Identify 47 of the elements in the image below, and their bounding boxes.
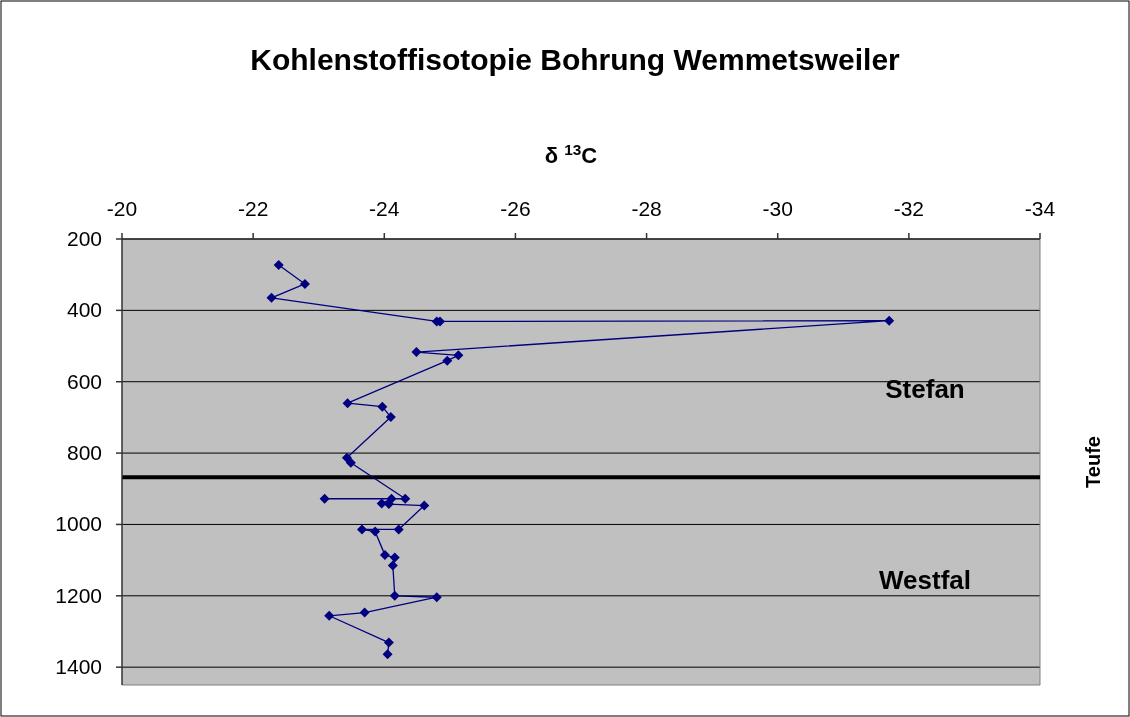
y-tick-label: 1400: [55, 655, 102, 679]
x-tick-label: -22: [237, 197, 269, 220]
point: [411, 347, 422, 358]
y-axis-title: Teufe: [1082, 436, 1104, 488]
point: [273, 260, 284, 271]
point: [370, 526, 381, 537]
point: [324, 610, 335, 621]
x-tick-label: -20: [106, 197, 138, 220]
y-tick-label: 1200: [55, 583, 102, 607]
annotation: Stefan: [885, 374, 965, 405]
point: [389, 590, 400, 601]
x-tick-label: -34: [1024, 197, 1056, 220]
point: [345, 457, 356, 468]
x-tick-label: -30: [762, 197, 793, 220]
point: [382, 649, 393, 660]
x-axis-title: δ $^{13}$C: [544, 140, 598, 168]
point: [419, 500, 430, 511]
y-tick-label: 1000: [55, 512, 102, 536]
point: [377, 401, 388, 412]
y-tick-label: 600: [66, 369, 102, 393]
point: [884, 315, 895, 326]
point: [342, 398, 353, 409]
point: [299, 278, 310, 289]
x-tick-label: -26: [500, 197, 531, 220]
x-tick-label: -28: [631, 197, 662, 220]
point: [393, 524, 404, 535]
x-tick-label: -32: [893, 197, 925, 220]
x-tick-label: -24: [369, 197, 400, 220]
point: [356, 524, 367, 535]
point: [453, 350, 464, 361]
point: [319, 493, 330, 504]
y-tick-label: 800: [66, 441, 102, 465]
point: [383, 637, 394, 648]
y-tick-label: 200: [66, 227, 102, 250]
point: [266, 292, 277, 303]
point: [359, 607, 370, 618]
point: [341, 452, 352, 463]
point: [385, 412, 396, 423]
point: [387, 560, 398, 571]
chart-title: Kohlenstoffisotopie Bohrung Wemmetsweiler: [250, 43, 901, 76]
y-tick-label: 400: [66, 298, 102, 322]
point: [389, 552, 400, 563]
annotation: Westfal: [879, 565, 971, 596]
point: [379, 550, 390, 561]
point: [400, 493, 411, 504]
point: [431, 592, 442, 603]
point: [442, 355, 453, 366]
